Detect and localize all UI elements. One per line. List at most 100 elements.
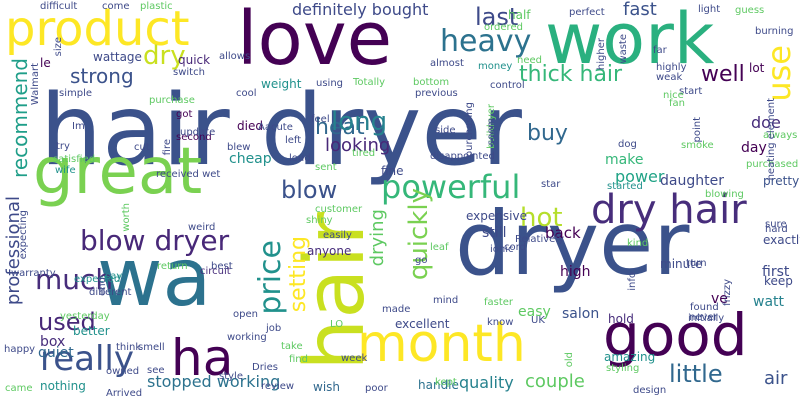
cloud-word-air: air bbox=[764, 368, 788, 389]
cloud-word-buy: buy bbox=[527, 121, 568, 146]
cloud-word-blowing: blowing bbox=[705, 189, 744, 200]
cloud-word-expected: expected bbox=[74, 274, 121, 285]
cloud-word-quickly: quickly bbox=[404, 188, 434, 281]
cloud-word-faster: faster bbox=[484, 297, 514, 308]
cloud-word-perfect: perfect bbox=[569, 7, 605, 18]
cloud-word-product: product bbox=[5, 1, 190, 57]
cloud-word-watt: watt bbox=[753, 294, 785, 310]
cloud-word-thick-hair: thick hair bbox=[519, 62, 623, 87]
cloud-word-expensive: expensive bbox=[466, 209, 527, 223]
cloud-word-box: box bbox=[40, 334, 66, 350]
cloud-word-find: find bbox=[289, 354, 308, 365]
cloud-word-return: return bbox=[157, 261, 188, 272]
cloud-word-still: still bbox=[482, 225, 507, 241]
cloud-word-wife: wife bbox=[55, 165, 76, 176]
cloud-word-walmart: Walmart bbox=[30, 63, 41, 106]
cloud-word-good: good bbox=[603, 301, 748, 369]
cloud-word-bottom: bottom bbox=[413, 77, 450, 88]
cloud-word-better: better bbox=[73, 324, 110, 338]
cloud-word-frizzy: frizzy bbox=[722, 279, 733, 306]
cloud-word-long: long bbox=[331, 107, 388, 137]
cloud-word-cheap: cheap bbox=[229, 151, 272, 167]
cloud-word-price: price bbox=[253, 240, 288, 315]
cloud-word-purchase: purchase bbox=[149, 95, 195, 106]
cloud-word-start: start bbox=[679, 86, 703, 97]
cloud-word-le: le bbox=[40, 56, 51, 70]
cloud-word-blow-dryer: blow dryer bbox=[80, 224, 230, 257]
cloud-word-daughter: daughter bbox=[660, 173, 724, 189]
cloud-word-high: high bbox=[560, 264, 591, 280]
cloud-word-fire: fire bbox=[162, 139, 173, 156]
cloud-word-blew: blew bbox=[227, 142, 251, 153]
cloud-word-circuit: circuit bbox=[200, 266, 231, 277]
cloud-word-lot: lot bbox=[749, 61, 765, 75]
cloud-word-weak: weak bbox=[656, 72, 683, 83]
cloud-word-use: use bbox=[760, 45, 798, 102]
cloud-word-wish: wish bbox=[313, 380, 341, 394]
cloud-word-blow: blow bbox=[281, 176, 338, 204]
cloud-word-simple: simple bbox=[59, 88, 93, 99]
cloud-word-wa: wa bbox=[97, 231, 212, 324]
cloud-word-started: started bbox=[607, 181, 643, 192]
cloud-word-dog: dog bbox=[618, 139, 637, 150]
cloud-word-quality: quality bbox=[459, 373, 514, 392]
cloud-word-light: light bbox=[698, 4, 721, 15]
cloud-word-open: open bbox=[233, 309, 258, 320]
cloud-word-weight: weight bbox=[261, 77, 302, 91]
cloud-word-sure: sure bbox=[765, 219, 787, 230]
cloud-word-tired: tired bbox=[352, 148, 376, 159]
cloud-word-relatively: Relatively bbox=[515, 234, 565, 245]
cloud-word-never: never bbox=[689, 312, 718, 323]
cloud-word-fan: fan bbox=[669, 98, 685, 109]
cloud-word-worth: worth bbox=[121, 203, 132, 232]
cloud-word-used: used bbox=[38, 308, 96, 336]
cloud-word-uk: UK bbox=[531, 315, 545, 326]
cloud-word-ha: ha bbox=[171, 329, 234, 387]
cloud-word-know: know bbox=[487, 317, 514, 328]
cloud-word-switch: switch bbox=[173, 67, 205, 78]
cloud-word-dry-hair: dry hair bbox=[591, 187, 747, 233]
cloud-word-made: made bbox=[382, 304, 411, 315]
cloud-word-stopped-working: stopped working bbox=[147, 372, 281, 391]
cloud-word-ionic: ionic bbox=[490, 244, 514, 255]
cloud-word-loud: loud bbox=[289, 153, 311, 164]
cloud-word-came: came bbox=[5, 383, 33, 394]
cloud-word-strong: strong bbox=[70, 64, 134, 88]
cloud-word-received-wet: received wet bbox=[156, 169, 221, 180]
cloud-word-almost: almost bbox=[430, 58, 464, 69]
cloud-word-info: info bbox=[627, 272, 638, 291]
cloud-word-easy: easy bbox=[518, 304, 551, 320]
cloud-word-mind: mind bbox=[433, 295, 459, 306]
cloud-word-job: job bbox=[266, 323, 282, 334]
cloud-word-size: size bbox=[53, 37, 64, 57]
cloud-word-take: take bbox=[281, 341, 303, 352]
cloud-word-first: first bbox=[762, 264, 790, 280]
cloud-word-handle: handle bbox=[418, 378, 459, 392]
cloud-word-powerful: powerful bbox=[381, 168, 521, 206]
cloud-word-exactly: exactly bbox=[763, 233, 800, 247]
cloud-word-pretty: pretty bbox=[763, 174, 800, 188]
cloud-word-excellent: excellent bbox=[395, 317, 450, 331]
cloud-word-doe: doe bbox=[751, 113, 781, 132]
cloud-word-great: great bbox=[33, 135, 203, 209]
cloud-word-month: month bbox=[357, 314, 526, 374]
cloud-word-star: star bbox=[541, 179, 561, 190]
cloud-word-really: really bbox=[40, 339, 134, 379]
cloud-word-week: week bbox=[341, 353, 368, 364]
cloud-word-hold: hold bbox=[608, 312, 634, 326]
cloud-word-poor: poor bbox=[365, 383, 388, 394]
cloud-word-nice: nice bbox=[663, 90, 684, 101]
cloud-word-heating-element: heating element bbox=[766, 98, 777, 181]
cloud-word-died: died bbox=[237, 119, 263, 133]
cloud-word-cut: cut bbox=[134, 142, 150, 153]
cloud-word-hair-dryer: hair dryer bbox=[40, 74, 522, 188]
cloud-word-plastic: plastic bbox=[140, 1, 173, 12]
cloud-word-far: far bbox=[653, 45, 667, 56]
cloud-word-best: best bbox=[211, 261, 233, 272]
cloud-word-kind: kind bbox=[627, 238, 649, 249]
cloud-word-wattage: wattage bbox=[93, 50, 142, 64]
cloud-word-allows: allows bbox=[219, 51, 251, 62]
cloud-word-always: always bbox=[763, 130, 798, 141]
cloud-word-warranty: warranty bbox=[11, 268, 56, 279]
